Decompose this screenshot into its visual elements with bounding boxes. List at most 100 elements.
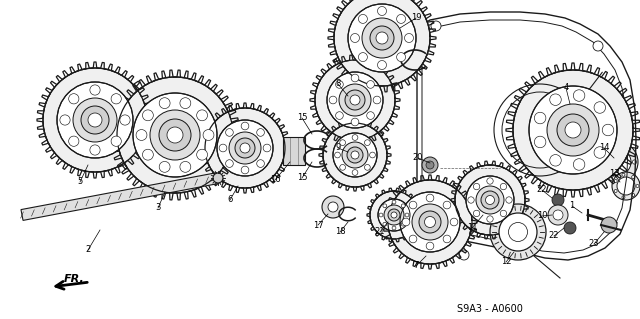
Circle shape [598, 142, 638, 182]
Circle shape [529, 86, 617, 174]
Circle shape [196, 110, 207, 121]
Circle shape [120, 115, 130, 125]
Circle shape [412, 204, 448, 240]
Circle shape [553, 210, 563, 220]
Text: 17: 17 [313, 220, 323, 229]
Circle shape [378, 61, 387, 70]
Circle shape [392, 226, 396, 230]
Circle shape [81, 106, 109, 134]
Circle shape [404, 33, 413, 42]
Circle shape [342, 142, 368, 168]
Circle shape [593, 41, 603, 51]
Circle shape [534, 136, 546, 148]
Circle shape [219, 144, 227, 152]
Circle shape [500, 183, 507, 190]
Circle shape [351, 74, 359, 82]
Circle shape [351, 118, 359, 126]
Circle shape [379, 213, 383, 217]
Text: 13: 13 [609, 169, 620, 179]
Circle shape [388, 209, 400, 221]
Circle shape [352, 135, 358, 140]
Circle shape [550, 154, 561, 166]
Circle shape [632, 194, 635, 197]
Circle shape [614, 180, 617, 182]
Text: 22: 22 [548, 232, 559, 241]
Circle shape [601, 217, 617, 233]
Circle shape [481, 191, 499, 209]
Circle shape [550, 94, 561, 106]
Circle shape [500, 210, 507, 217]
Circle shape [409, 235, 417, 243]
Circle shape [68, 94, 79, 104]
Circle shape [468, 197, 474, 203]
Circle shape [257, 129, 264, 136]
Circle shape [143, 110, 154, 121]
Circle shape [226, 129, 234, 136]
Circle shape [348, 4, 416, 72]
Text: 19: 19 [411, 13, 421, 23]
Circle shape [90, 85, 100, 95]
Circle shape [384, 205, 404, 225]
Circle shape [362, 18, 402, 58]
Circle shape [552, 194, 564, 206]
Text: 11: 11 [467, 224, 477, 233]
Circle shape [352, 170, 358, 175]
Text: 22: 22 [537, 186, 547, 195]
Circle shape [335, 112, 343, 119]
Circle shape [424, 217, 435, 227]
Circle shape [370, 191, 418, 239]
Circle shape [594, 102, 605, 113]
Circle shape [626, 173, 630, 177]
Circle shape [329, 96, 337, 104]
Circle shape [180, 161, 191, 172]
Circle shape [136, 130, 147, 140]
Circle shape [257, 160, 264, 167]
Circle shape [486, 196, 495, 204]
Text: 20: 20 [413, 153, 423, 162]
Text: 3: 3 [156, 204, 161, 212]
Circle shape [367, 112, 374, 119]
Circle shape [235, 138, 255, 158]
Circle shape [57, 82, 133, 158]
Circle shape [159, 119, 191, 151]
Circle shape [626, 147, 630, 151]
Circle shape [213, 173, 223, 183]
Circle shape [159, 161, 170, 172]
Circle shape [383, 222, 387, 226]
Circle shape [334, 0, 430, 86]
Circle shape [426, 242, 434, 250]
Circle shape [203, 130, 214, 140]
Text: 15: 15 [297, 174, 307, 182]
Circle shape [323, 123, 387, 187]
Text: 9: 9 [335, 144, 340, 152]
Text: 21: 21 [375, 227, 385, 236]
Circle shape [378, 6, 387, 16]
Circle shape [612, 172, 640, 200]
Circle shape [632, 160, 637, 164]
Text: 23: 23 [589, 240, 599, 249]
Circle shape [466, 176, 514, 224]
Circle shape [217, 120, 273, 176]
Circle shape [397, 53, 406, 62]
Circle shape [391, 212, 397, 218]
Text: 8: 8 [335, 79, 340, 88]
Text: 2: 2 [85, 246, 91, 255]
Circle shape [565, 122, 581, 138]
Circle shape [594, 147, 605, 158]
Text: 15: 15 [297, 114, 307, 122]
Circle shape [347, 147, 363, 163]
Polygon shape [21, 173, 219, 220]
Circle shape [335, 152, 340, 158]
Circle shape [328, 202, 338, 212]
Circle shape [401, 204, 405, 208]
Circle shape [180, 98, 191, 108]
Circle shape [327, 72, 383, 128]
Circle shape [632, 175, 635, 179]
Circle shape [397, 14, 406, 23]
Circle shape [43, 68, 147, 172]
Circle shape [68, 136, 79, 146]
Circle shape [167, 127, 183, 143]
Circle shape [350, 95, 360, 105]
Circle shape [612, 176, 616, 180]
Circle shape [487, 216, 493, 222]
